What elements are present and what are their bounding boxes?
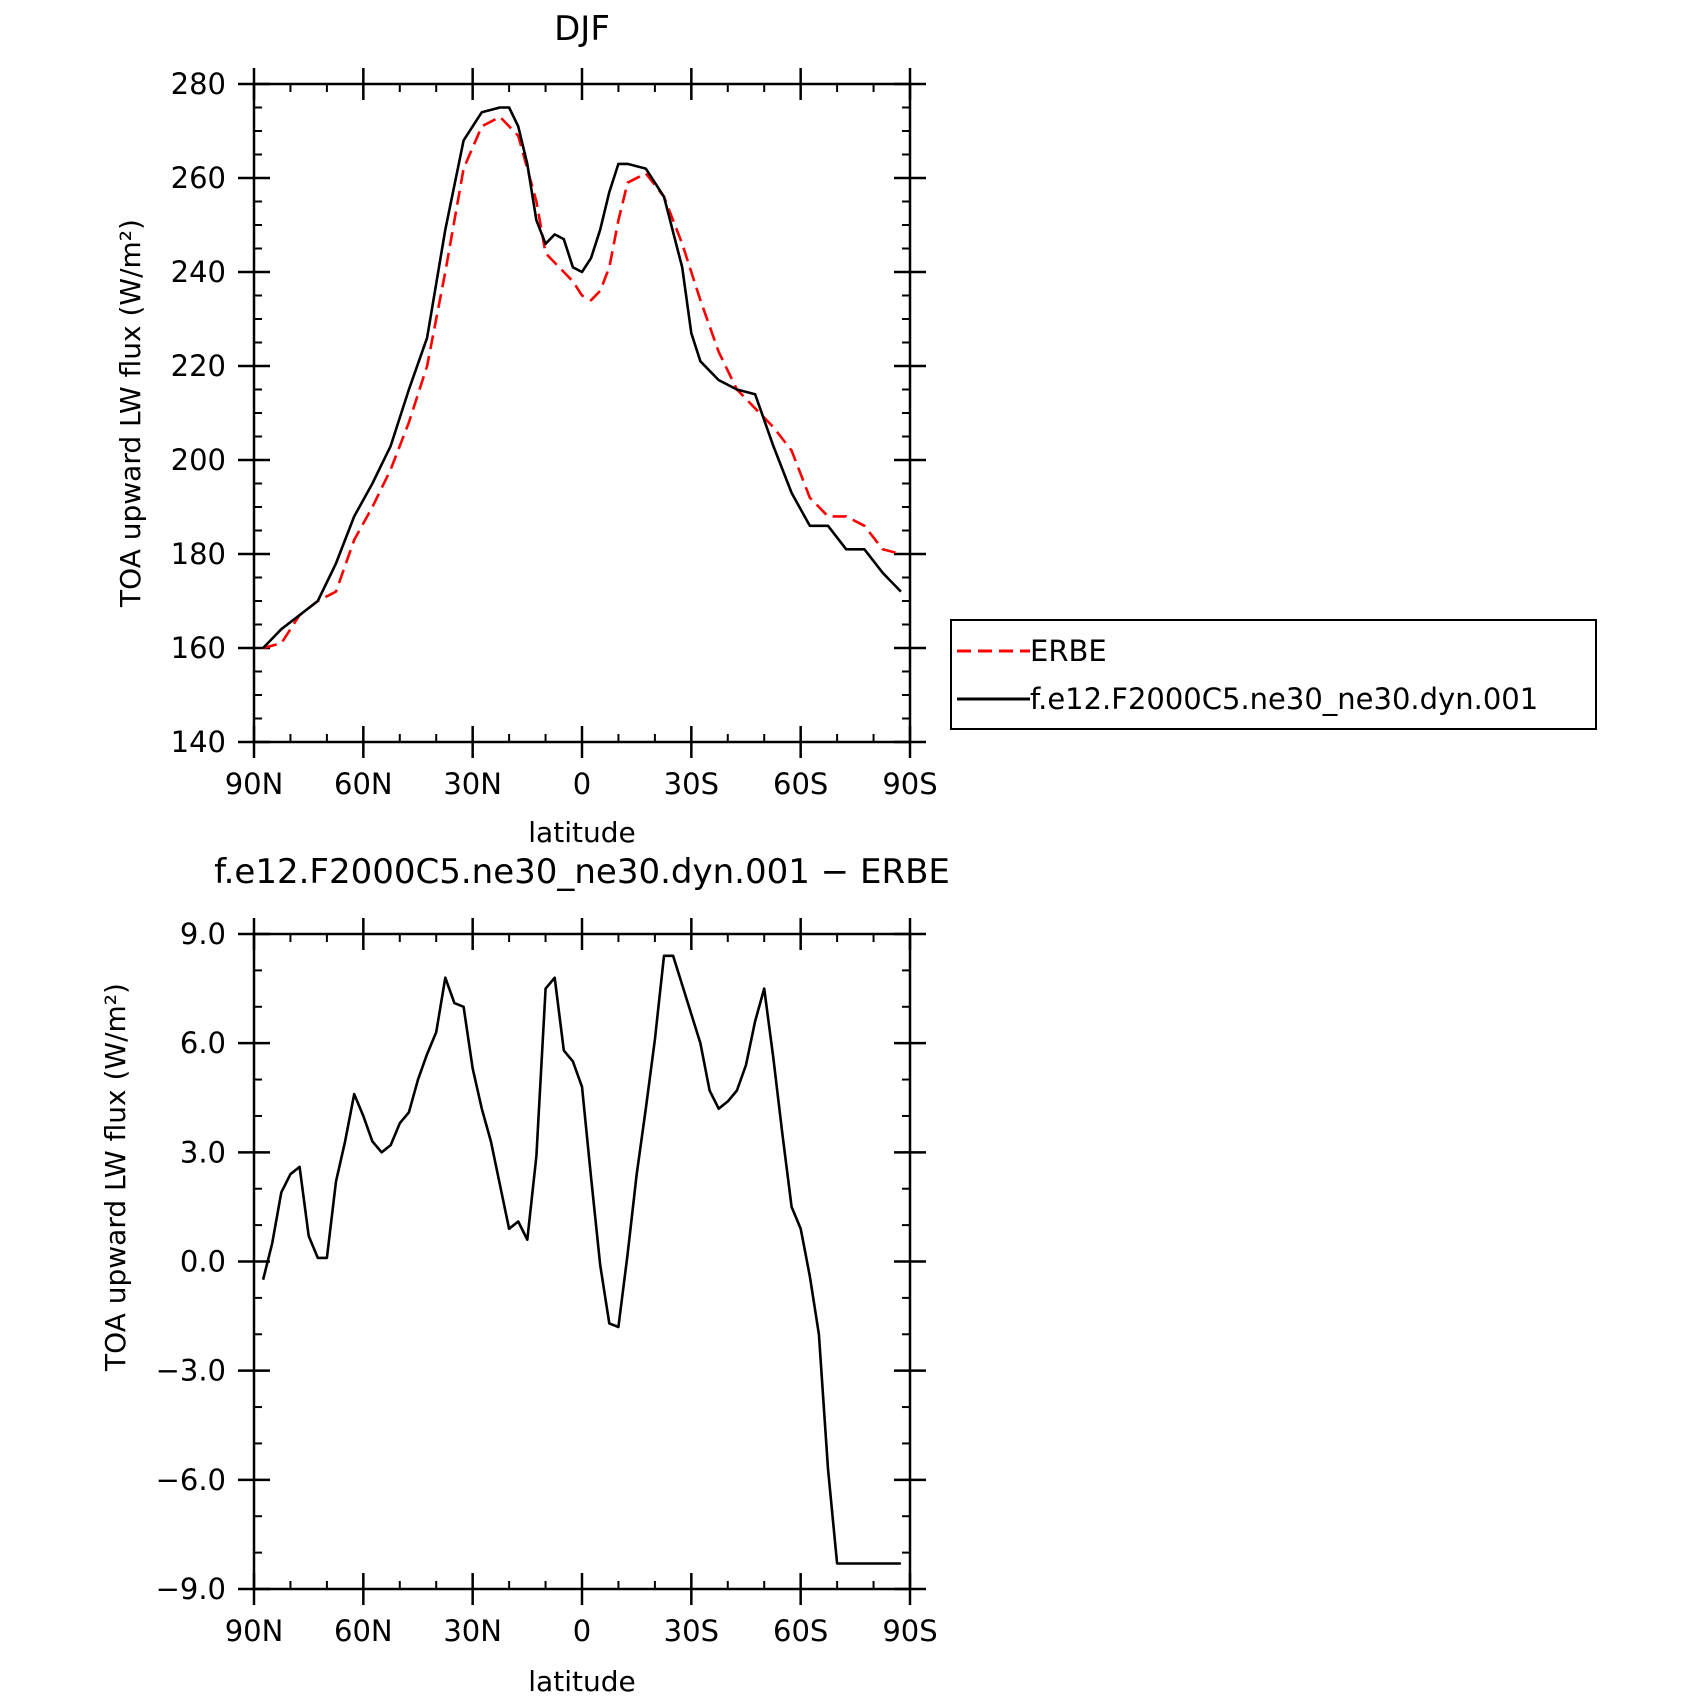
x-tick-label: 90S xyxy=(882,767,937,801)
x-tick-label: 30S xyxy=(664,767,719,801)
y-tick-label: 9.0 xyxy=(180,917,226,951)
top-panel-frame xyxy=(252,82,912,744)
x-tick-label: 0 xyxy=(573,1614,591,1648)
top-panel: DJF TOA upward LW flux (W/m²) latitude 9… xyxy=(114,9,938,849)
series-line-model xyxy=(261,954,901,1565)
y-tick-label: −3.0 xyxy=(156,1354,226,1388)
x-tick-label: 60S xyxy=(773,1614,828,1648)
y-tick-label: 260 xyxy=(171,161,226,195)
x-tick-label: 90N xyxy=(225,767,284,801)
y-tick-label: 180 xyxy=(171,537,226,571)
bottom-panel-xlabel: latitude xyxy=(528,1665,635,1698)
x-tick-label: 60S xyxy=(773,767,828,801)
y-tick-label: −9.0 xyxy=(156,1572,226,1606)
y-tick-label: 140 xyxy=(171,725,226,759)
x-tick-label: 0 xyxy=(573,767,591,801)
bottom-panel-ylabel: TOA upward LW flux (W/m²) xyxy=(99,983,132,1372)
bottom-panel-ticks: 90N 60N 30N 0 30S 60S 90S −9.0 −6.0 −3.0 0.0 3.0 6.0… xyxy=(156,917,938,1648)
x-tick-label: 90S xyxy=(882,1614,937,1648)
x-tick-label: 60N xyxy=(334,1614,393,1648)
top-panel-title: DJF xyxy=(554,9,610,49)
top-panel-xlabel: latitude xyxy=(528,816,635,849)
x-tick-label: 90N xyxy=(225,1614,284,1648)
x-tick-label: 30S xyxy=(664,1614,719,1648)
legend-label-erbe: ERBE xyxy=(1030,634,1107,668)
legend: ERBE f.e12.F2000C5.ne30_ne30.dyn.001 xyxy=(950,619,1597,730)
y-tick-label: 160 xyxy=(171,631,226,665)
series-line-erbe xyxy=(262,115,902,650)
x-tick-label: 30N xyxy=(443,767,502,801)
legend-box xyxy=(950,619,1597,730)
top-panel-ticks: 90N 60N 30N 0 30S 60S 90S 140 160 180 200 220 240 260… xyxy=(171,67,938,801)
top-panel-series xyxy=(262,106,902,650)
y-tick-label: 0.0 xyxy=(180,1245,226,1279)
y-tick-label: 240 xyxy=(171,255,226,289)
y-tick-label: 280 xyxy=(171,67,226,101)
bottom-panel-frame xyxy=(252,932,912,1591)
y-tick-label: −6.0 xyxy=(156,1463,226,1497)
legend-label-model: f.e12.F2000C5.ne30_ne30.dyn.001 xyxy=(1030,682,1538,716)
x-tick-label: 60N xyxy=(334,767,393,801)
bottom-panel: f.e12.F2000C5.ne30_ne30.dyn.001 − ERBE T… xyxy=(99,852,950,1698)
y-tick-label: 200 xyxy=(171,443,226,477)
bottom-panel-title: f.e12.F2000C5.ne30_ne30.dyn.001 − ERBE xyxy=(214,852,950,892)
y-tick-label: 220 xyxy=(171,349,226,383)
top-panel-ylabel: TOA upward LW flux (W/m²) xyxy=(114,219,147,608)
bottom-panel-series xyxy=(261,954,901,1565)
x-tick-label: 30N xyxy=(443,1614,502,1648)
y-tick-label: 6.0 xyxy=(180,1026,226,1060)
y-tick-label: 3.0 xyxy=(180,1135,226,1169)
series-line-model xyxy=(262,106,902,649)
